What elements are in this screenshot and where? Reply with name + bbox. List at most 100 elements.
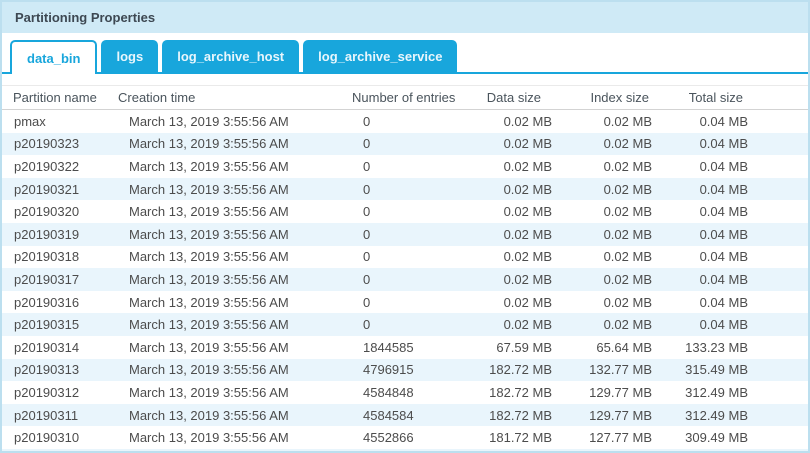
cell: p20190319 bbox=[14, 226, 80, 242]
tab-label: data_bin bbox=[27, 50, 81, 66]
cell: 0.02 MB bbox=[603, 226, 652, 242]
cell: 315.49 MB bbox=[685, 362, 748, 378]
tab-data-bin[interactable]: data_bin bbox=[10, 40, 98, 74]
cell: 0.04 MB bbox=[699, 249, 748, 265]
column-header: Partition name bbox=[2, 85, 118, 110]
table-row: p20190321 March 13, 2019 3:55:56 AM 0 0.02 … bbox=[2, 177, 808, 201]
cell: 0.02 MB bbox=[503, 113, 552, 129]
tab-underline bbox=[2, 72, 808, 74]
table-body: pmax March 13, 2019 3:55:56 AM 0 0.02 MB 0.0… bbox=[2, 110, 808, 449]
cell: March 13, 2019 3:55:56 AM bbox=[129, 204, 289, 220]
table-row: p20190319 March 13, 2019 3:55:56 AM 0 0.02 … bbox=[2, 222, 808, 246]
cell: 0.02 MB bbox=[503, 204, 552, 220]
cell: 0.04 MB bbox=[699, 158, 748, 174]
column-header: Index size bbox=[555, 85, 655, 110]
table-row: p20190311 March 13, 2019 3:55:56 AM 458458… bbox=[2, 403, 808, 427]
cell: 0.04 MB bbox=[699, 204, 748, 220]
cell: 309.49 MB bbox=[685, 430, 748, 446]
column-header: Data size bbox=[462, 85, 555, 110]
cell: 0 bbox=[363, 271, 371, 287]
partial-next-row bbox=[2, 448, 808, 451]
cell: March 13, 2019 3:55:56 AM bbox=[129, 430, 289, 446]
cell: March 13, 2019 3:55:56 AM bbox=[129, 226, 289, 242]
column-header-filler bbox=[750, 85, 808, 110]
cell: p20190321 bbox=[14, 181, 80, 197]
cell: p20190315 bbox=[14, 317, 80, 333]
cell: 0.02 MB bbox=[603, 271, 652, 287]
table-row: p20190314 March 13, 2019 3:55:56 AM 184458… bbox=[2, 336, 808, 359]
cell: p20190311 bbox=[14, 407, 79, 423]
tab-logs[interactable]: logs bbox=[101, 40, 159, 72]
cell: 127.77 MB bbox=[589, 430, 652, 446]
cell: 129.77 MB bbox=[589, 384, 652, 400]
cell: 0 bbox=[363, 158, 371, 174]
cell-filler bbox=[750, 110, 808, 133]
table-row: p20190312 March 13, 2019 3:55:56 AM 458484… bbox=[2, 381, 808, 404]
cell: p20190320 bbox=[14, 204, 80, 220]
cell: March 13, 2019 3:55:56 AM bbox=[129, 249, 289, 265]
cell: 0.02 MB bbox=[603, 204, 652, 220]
tab-log-archive-host[interactable]: log_archive_host bbox=[162, 40, 300, 72]
cell-filler bbox=[750, 133, 808, 156]
cell: 67.59 MB bbox=[496, 339, 552, 355]
table-row: p20190322 March 13, 2019 3:55:56 AM 0 0.02 … bbox=[2, 155, 808, 178]
cell: 0 bbox=[363, 181, 371, 197]
cell: March 13, 2019 3:55:56 AM bbox=[129, 136, 289, 152]
cell: p20190314 bbox=[14, 339, 80, 355]
table-row: p20190320 March 13, 2019 3:55:56 AM 0 0.02 … bbox=[2, 200, 808, 223]
cell-filler bbox=[750, 404, 808, 427]
cell: 0.04 MB bbox=[699, 294, 748, 310]
column-header: Total size bbox=[655, 85, 750, 110]
table-row: p20190310 March 13, 2019 3:55:56 AM 455286… bbox=[2, 426, 808, 449]
cell: March 13, 2019 3:55:56 AM bbox=[129, 362, 289, 378]
cell-filler bbox=[750, 313, 808, 336]
cell: 0.02 MB bbox=[503, 226, 552, 242]
cell: 0.04 MB bbox=[699, 317, 748, 333]
cell: 0.04 MB bbox=[699, 271, 748, 287]
cell: 129.77 MB bbox=[589, 407, 652, 423]
cell: March 13, 2019 3:55:56 AM bbox=[129, 181, 289, 197]
table-header-row: Partition name Creation time Number of ent… bbox=[2, 85, 808, 110]
cell: 182.72 MB bbox=[489, 362, 552, 378]
cell: p20190316 bbox=[14, 294, 80, 310]
cell: 0.02 MB bbox=[503, 136, 552, 152]
cell: 133.23 MB bbox=[685, 339, 748, 355]
tab-log-archive-service[interactable]: log_archive_service bbox=[303, 40, 458, 72]
cell-filler bbox=[750, 381, 808, 404]
partitions-table-container: Partition name Creation time Number of ent… bbox=[2, 85, 808, 451]
cell: 4584584 bbox=[363, 407, 414, 423]
table-row: pmax March 13, 2019 3:55:56 AM 0 0.02 MB 0.0… bbox=[2, 110, 808, 133]
cell: March 13, 2019 3:55:56 AM bbox=[129, 384, 289, 400]
column-header: Creation time bbox=[118, 85, 352, 110]
cell: 0 bbox=[363, 113, 371, 129]
cell-filler bbox=[750, 200, 808, 223]
panel-titlebar: Partitioning Properties bbox=[2, 2, 808, 33]
cell: 0.02 MB bbox=[503, 271, 552, 287]
tab-label: log_archive_service bbox=[318, 48, 443, 64]
cell: March 13, 2019 3:55:56 AM bbox=[129, 407, 289, 423]
column-header: Number of entries bbox=[352, 85, 462, 110]
cell: 182.72 MB bbox=[489, 384, 552, 400]
cell: March 13, 2019 3:55:56 AM bbox=[129, 339, 289, 355]
cell: 65.64 MB bbox=[596, 339, 652, 355]
cell-filler bbox=[750, 246, 808, 269]
cell: p20190313 bbox=[14, 362, 80, 378]
cell: March 13, 2019 3:55:56 AM bbox=[129, 158, 289, 174]
cell: 0.02 MB bbox=[603, 317, 652, 333]
cell: March 13, 2019 3:55:56 AM bbox=[129, 271, 289, 287]
panel-title: Partitioning Properties bbox=[15, 10, 156, 25]
cell: 0.02 MB bbox=[503, 249, 552, 265]
cell-filler bbox=[750, 426, 808, 449]
table-row: p20190313 March 13, 2019 3:55:56 AM 479691… bbox=[2, 358, 808, 382]
table-header: Partition name Creation time Number of ent… bbox=[2, 85, 808, 110]
cell: March 13, 2019 3:55:56 AM bbox=[129, 113, 289, 129]
cell-filler bbox=[750, 155, 808, 178]
cell: 0.04 MB bbox=[699, 136, 748, 152]
partitions-table: Partition name Creation time Number of ent… bbox=[2, 85, 808, 449]
table-row: p20190323 March 13, 2019 3:55:56 AM 0 0.02 … bbox=[2, 132, 808, 156]
cell: 0.02 MB bbox=[503, 294, 552, 310]
cell: 0.02 MB bbox=[503, 181, 552, 197]
cell: March 13, 2019 3:55:56 AM bbox=[129, 317, 289, 333]
cell: 312.49 MB bbox=[685, 407, 748, 423]
table-row: p20190316 March 13, 2019 3:55:56 AM 0 0.02 … bbox=[2, 291, 808, 314]
